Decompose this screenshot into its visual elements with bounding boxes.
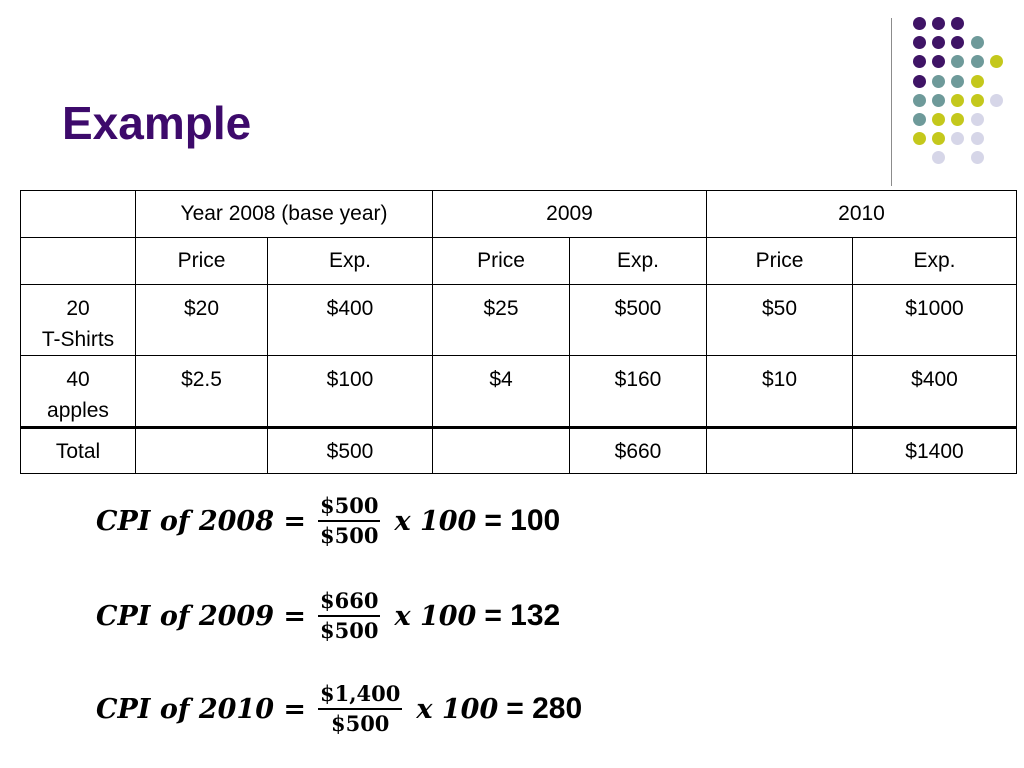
table-cell: $500: [569, 284, 707, 356]
decorative-dot: [971, 75, 984, 88]
decorative-dot: [951, 113, 964, 126]
formula-numerator: $660: [318, 589, 381, 617]
formula-denominator: $500: [330, 711, 390, 736]
item-label: 40 apples: [20, 355, 136, 428]
subheader-exp: Exp.: [267, 237, 433, 285]
total-label: Total: [20, 426, 136, 474]
cpi-formula-2010: CPI of 2010 = $1,400 $500 x 100 = 280: [96, 682, 582, 736]
formula-fraction: $660 $500: [318, 589, 381, 643]
table-cell: $4: [432, 355, 570, 428]
table-cell: $1000: [852, 284, 1017, 356]
total-cell: $660: [569, 426, 707, 474]
table-row: 20 T-Shirts $20 $400 $25 $500 $50 $1000: [20, 284, 1017, 356]
decorative-dot: [913, 36, 926, 49]
decorative-divider: [891, 18, 892, 186]
decorative-dot: [913, 75, 926, 88]
header-year-2010: 2010: [706, 190, 1017, 238]
decorative-dot: [932, 132, 945, 145]
decorative-dot: [913, 17, 926, 30]
table-header-row: Year 2008 (base year) 2009 2010: [20, 190, 1017, 238]
formula-result: = 280: [506, 692, 583, 725]
formula-result: = 100: [484, 504, 561, 537]
table-row: 40 apples $2.5 $100 $4 $160 $10 $400: [20, 355, 1017, 428]
table-cell: $160: [569, 355, 707, 428]
decorative-dot: [971, 113, 984, 126]
expenditure-table: Year 2008 (base year) 2009 2010 Price Ex…: [20, 190, 1017, 474]
subheader-exp: Exp.: [852, 237, 1017, 285]
formula-denominator: $500: [320, 618, 379, 643]
formula-fraction: $1,400 $500: [318, 682, 403, 736]
decorative-dot: [932, 55, 945, 68]
decorative-dot: [913, 113, 926, 126]
total-cell: $1400: [852, 426, 1017, 474]
decorative-dot: [971, 55, 984, 68]
decorative-dot: [932, 36, 945, 49]
decorative-dot: [932, 151, 945, 164]
cpi-formula-2009: CPI of 2009 = $660 $500 x 100 = 132: [96, 589, 560, 643]
subheader-empty-cell: [20, 237, 136, 285]
formula-fraction: $500 $500: [318, 494, 381, 548]
subheader-price: Price: [135, 237, 268, 285]
table-cell: $400: [852, 355, 1017, 428]
decorative-dot: [932, 113, 945, 126]
formula-result: = 132: [484, 599, 561, 632]
decorative-dot: [971, 151, 984, 164]
decorative-dot: [913, 55, 926, 68]
table-cell: $50: [706, 284, 853, 356]
total-cell: $500: [267, 426, 433, 474]
decorative-dot: [932, 17, 945, 30]
decorative-dot: [932, 94, 945, 107]
table-subheader-row: Price Exp. Price Exp. Price Exp.: [20, 237, 1017, 285]
decorative-dot: [913, 132, 926, 145]
total-cell: [135, 426, 268, 474]
table-cell: $10: [706, 355, 853, 428]
table-cell: $100: [267, 355, 433, 428]
item-name: apples: [47, 399, 109, 422]
item-label: 20 T-Shirts: [20, 284, 136, 356]
decorative-dot: [990, 94, 1003, 107]
subheader-exp: Exp.: [569, 237, 707, 285]
formula-multiplier: x 100: [416, 693, 499, 725]
subheader-price: Price: [432, 237, 570, 285]
formula-numerator: $1,400: [318, 682, 403, 710]
formula-lhs: CPI of 2008 =: [96, 505, 307, 537]
decorative-dot: [951, 75, 964, 88]
decorative-dot: [951, 94, 964, 107]
table-cell: $20: [135, 284, 268, 356]
decorative-dot: [951, 55, 964, 68]
item-quantity: 40: [66, 368, 90, 391]
formula-numerator: $500: [318, 494, 381, 522]
slide-title: Example: [62, 97, 252, 149]
header-empty-cell: [20, 190, 136, 238]
formula-denominator: $500: [320, 523, 379, 548]
decorative-dot: [951, 36, 964, 49]
decorative-dot: [971, 132, 984, 145]
header-year-2009: 2009: [432, 190, 707, 238]
total-cell: [432, 426, 570, 474]
decorative-dot: [990, 55, 1003, 68]
formula-lhs: CPI of 2010 =: [96, 693, 307, 725]
table-cell: $2.5: [135, 355, 268, 428]
decorative-dot: [913, 94, 926, 107]
formula-lhs: CPI of 2009 =: [96, 600, 307, 632]
cpi-formula-2008: CPI of 2008 = $500 $500 x 100 = 100: [96, 494, 560, 548]
table-total-row: Total $500 $660 $1400: [20, 426, 1017, 474]
decorative-dot: [932, 75, 945, 88]
formula-multiplier: x 100: [394, 505, 477, 537]
decorative-dot: [971, 94, 984, 107]
table-cell: $25: [432, 284, 570, 356]
table-cell: $400: [267, 284, 433, 356]
header-year-2008: Year 2008 (base year): [135, 190, 433, 238]
decorative-dot: [951, 132, 964, 145]
decorative-dot: [951, 17, 964, 30]
formula-multiplier: x 100: [394, 600, 477, 632]
item-name: T-Shirts: [41, 328, 115, 351]
item-quantity: 20: [66, 297, 90, 320]
total-cell: [706, 426, 853, 474]
subheader-price: Price: [706, 237, 853, 285]
decorative-dot: [971, 36, 984, 49]
